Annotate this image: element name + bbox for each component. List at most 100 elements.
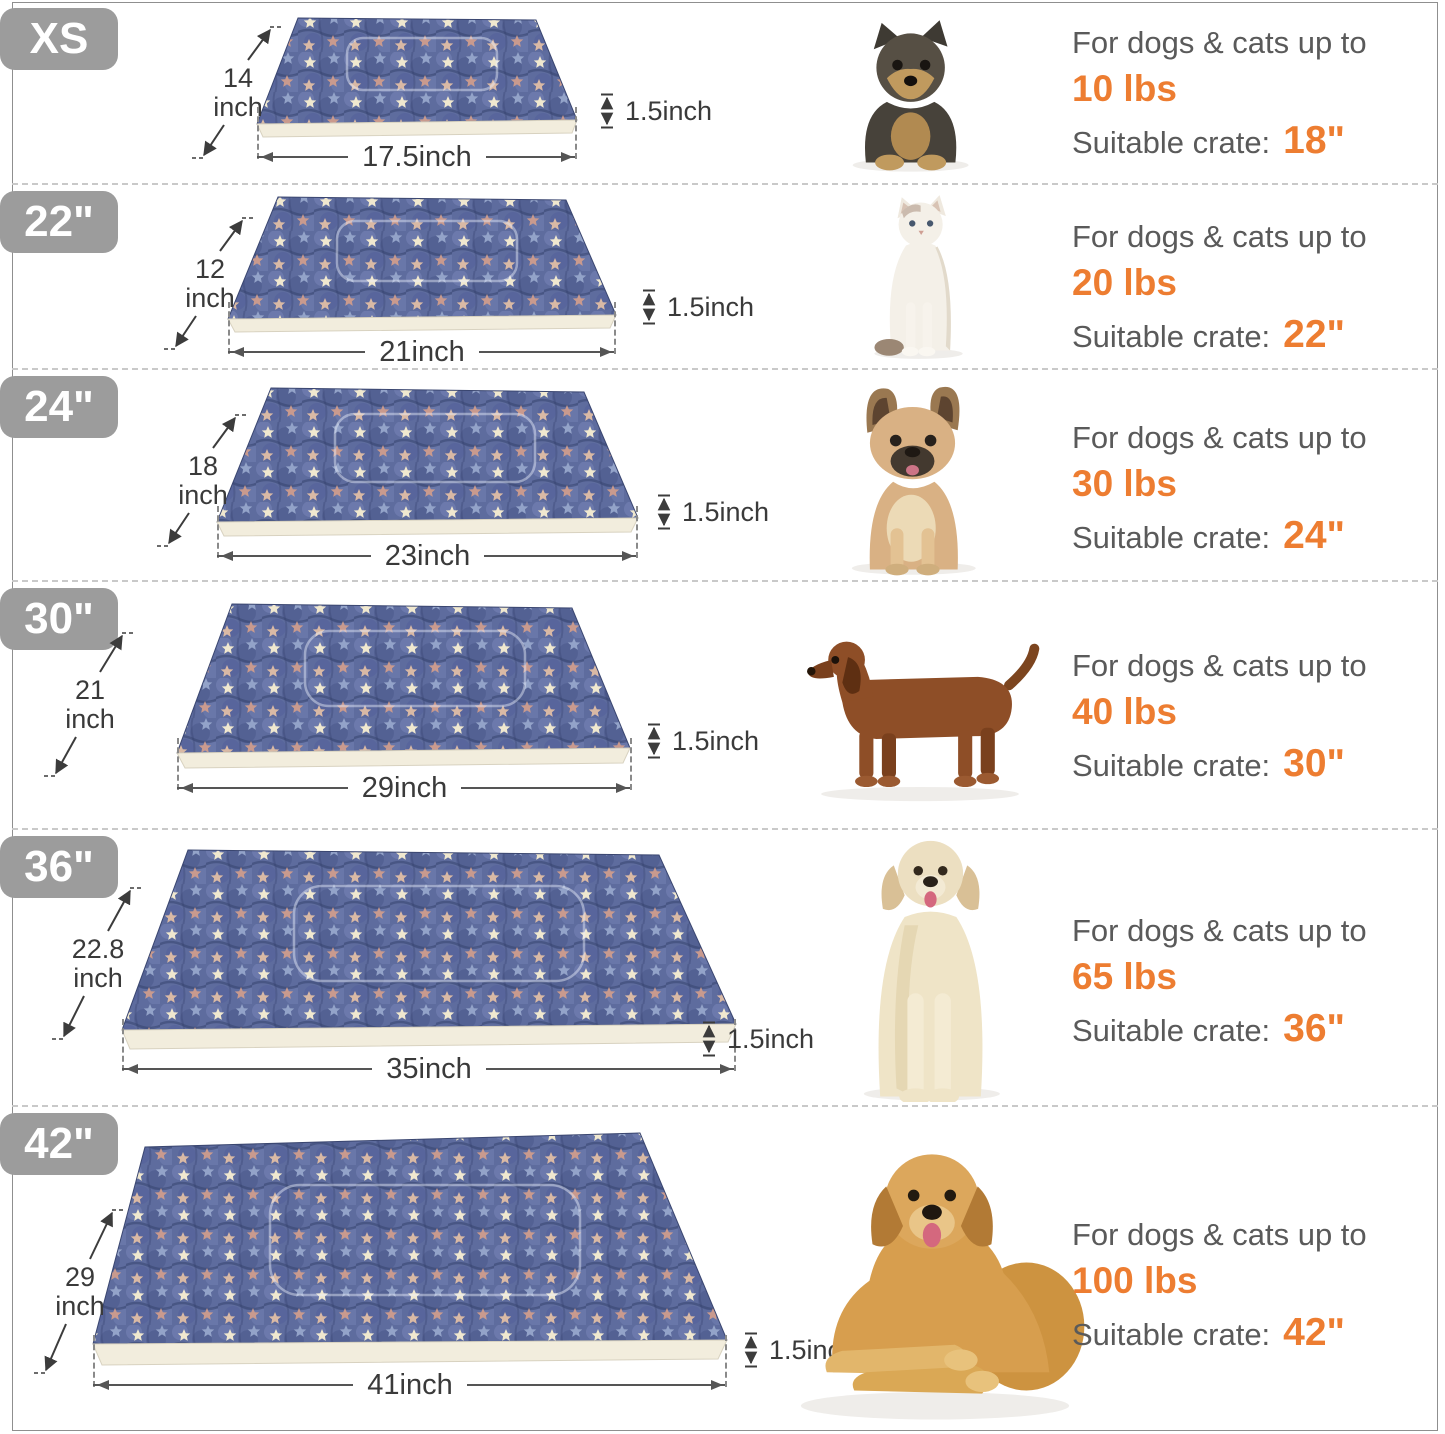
dim-tick bbox=[122, 1019, 124, 1071]
mat-width-dimension: 23inch bbox=[217, 506, 638, 576]
dim-arrow-right bbox=[461, 783, 632, 793]
row-separator bbox=[12, 828, 1438, 830]
arrow-down-icon bbox=[34, 1323, 67, 1374]
mat-thickness-label: 1.5inch bbox=[727, 1023, 815, 1054]
size-row-30: 30" 21 inch 29inch 1.5inch bbox=[0, 580, 1445, 828]
weight-limit: 65 lbs bbox=[1072, 956, 1177, 997]
mat-width-dimension: 35inch bbox=[122, 1019, 736, 1089]
thickness-arrow-icon bbox=[702, 1021, 716, 1057]
mat-illustration bbox=[222, 191, 622, 351]
crate-size: 42" bbox=[1283, 1311, 1346, 1354]
mat-width-dimension: 41inch bbox=[93, 1335, 727, 1405]
weight-limit: 30 lbs bbox=[1072, 463, 1177, 504]
mat-depth-dimension: 18 inch bbox=[155, 410, 251, 551]
mat-thickness-label: 1.5inch bbox=[682, 496, 770, 527]
row-separator bbox=[12, 580, 1438, 582]
fit-line: For dogs & cats up to bbox=[1072, 1217, 1367, 1252]
dim-tick bbox=[217, 506, 219, 558]
mat-illustration bbox=[80, 1125, 740, 1410]
mat-width-dimension: 21inch bbox=[228, 302, 616, 372]
dim-arrow-left bbox=[217, 551, 371, 561]
mat-thickness-dimension: 1.5inch bbox=[598, 92, 712, 130]
fit-info: For dogs & cats up to 65 lbs Suitable cr… bbox=[1072, 913, 1444, 1051]
fit-info: For dogs & cats up to 40 lbs Suitable cr… bbox=[1072, 648, 1444, 786]
dim-tick bbox=[734, 1019, 736, 1071]
size-badge: 36" bbox=[0, 836, 118, 898]
dim-arrow-left bbox=[93, 1380, 354, 1390]
crate-label: Suitable crate: bbox=[1072, 748, 1271, 783]
arrow-up-icon bbox=[89, 1209, 126, 1260]
crate-size: 36" bbox=[1283, 1007, 1346, 1050]
size-row-xs: XS 14 inch 17.5inch 1.5inch bbox=[0, 0, 1445, 183]
mat-depth-label: 18 inch bbox=[178, 451, 228, 510]
arrow-down-icon bbox=[44, 736, 77, 777]
mat-illustration bbox=[210, 382, 645, 557]
arrow-up-icon bbox=[99, 632, 136, 673]
thickness-arrow-icon bbox=[657, 494, 671, 530]
arrow-down-icon bbox=[157, 512, 190, 547]
mat-depth-label: 14 inch bbox=[213, 63, 263, 122]
mat-depth-dimension: 21 inch bbox=[42, 628, 138, 781]
pet-photo-yorkshire-terrier bbox=[828, 15, 988, 173]
fit-info: For dogs & cats up to 20 lbs Suitable cr… bbox=[1072, 219, 1444, 357]
dim-tick bbox=[93, 1335, 95, 1387]
mat-thickness-label: 1.5inch bbox=[625, 95, 713, 126]
crate-label: Suitable crate: bbox=[1072, 520, 1271, 555]
mat-thickness-label: 1.5inch bbox=[672, 725, 760, 756]
dim-tick bbox=[630, 738, 632, 790]
size-badge: XS bbox=[0, 8, 118, 70]
mat-width-label: 21inch bbox=[379, 335, 465, 368]
arrow-up-icon bbox=[212, 414, 249, 449]
crate-label: Suitable crate: bbox=[1072, 125, 1271, 160]
crate-size: 24" bbox=[1283, 514, 1346, 557]
arrow-down-icon bbox=[164, 315, 197, 350]
weight-limit: 10 lbs bbox=[1072, 68, 1177, 109]
thickness-arrow-icon bbox=[647, 723, 661, 759]
pet-photo-french-bulldog bbox=[795, 376, 1030, 576]
pet-photo-dachshund bbox=[800, 610, 1040, 820]
mat-depth-dimension: 14 inch bbox=[190, 22, 286, 163]
arrow-up-icon bbox=[247, 26, 284, 61]
dim-arrow-right bbox=[466, 1380, 727, 1390]
fit-line: For dogs & cats up to bbox=[1072, 648, 1367, 683]
thickness-arrow-icon bbox=[600, 93, 614, 129]
size-badge-label: 24" bbox=[24, 382, 94, 431]
dim-tick bbox=[636, 506, 638, 558]
dim-arrow-left bbox=[177, 783, 348, 793]
mat-illustration bbox=[170, 598, 638, 783]
size-badge-label: 42" bbox=[24, 1119, 94, 1168]
arrow-down-icon bbox=[52, 995, 85, 1040]
dim-tick bbox=[257, 107, 259, 159]
weight-limit: 100 lbs bbox=[1072, 1260, 1198, 1301]
size-badge: 22" bbox=[0, 191, 118, 253]
arrow-up-icon bbox=[219, 217, 256, 252]
crate-size: 22" bbox=[1283, 313, 1346, 356]
mat-depth-dimension: 29 inch bbox=[32, 1205, 128, 1378]
dim-tick bbox=[725, 1335, 727, 1387]
crate-size: 30" bbox=[1283, 742, 1346, 785]
fit-info: For dogs & cats up to 30 lbs Suitable cr… bbox=[1072, 420, 1444, 558]
size-badge-label: 36" bbox=[24, 842, 94, 891]
mat-depth-label: 21 inch bbox=[65, 675, 115, 734]
mat-depth-dimension: 22.8 inch bbox=[50, 883, 146, 1044]
fit-info: For dogs & cats up to 100 lbs Suitable c… bbox=[1072, 1217, 1444, 1355]
row-separator bbox=[12, 183, 1438, 185]
dim-tick bbox=[614, 302, 616, 354]
mat-thickness-dimension: 1.5inch bbox=[655, 493, 769, 531]
size-badge: 42" bbox=[0, 1113, 118, 1175]
thickness-arrow-icon bbox=[642, 289, 656, 325]
dim-arrow-right bbox=[484, 551, 638, 561]
size-badge: 24" bbox=[0, 376, 118, 438]
crate-size: 18" bbox=[1283, 119, 1346, 162]
size-row-24: 24" 18 inch 23inch 1.5inch bbox=[0, 368, 1445, 580]
mat-depth-label: 29 inch bbox=[55, 1262, 105, 1321]
dim-arrow-right bbox=[485, 152, 577, 162]
weight-limit: 40 lbs bbox=[1072, 691, 1177, 732]
size-row-22: 22" 12 inch 21inch 1.5inch bbox=[0, 183, 1445, 368]
dim-arrow-left bbox=[122, 1064, 373, 1074]
mat-depth-label: 12 inch bbox=[185, 254, 235, 313]
fit-line: For dogs & cats up to bbox=[1072, 420, 1367, 455]
fit-line: For dogs & cats up to bbox=[1072, 913, 1367, 948]
mat-depth-label: 22.8 inch bbox=[71, 934, 125, 993]
mat-width-label: 17.5inch bbox=[362, 140, 472, 173]
